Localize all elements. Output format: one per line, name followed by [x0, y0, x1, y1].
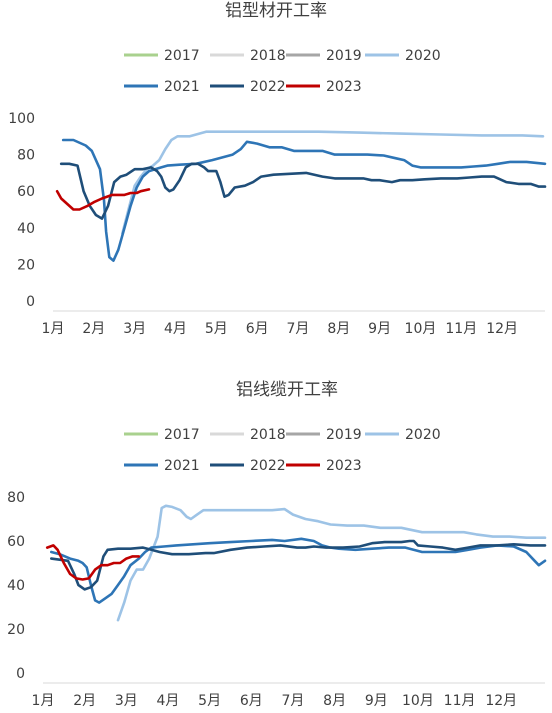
- x-tick-label: 8月: [327, 321, 350, 337]
- x-tick-label: 4月: [157, 693, 180, 709]
- y-tick-label: 60: [17, 184, 35, 200]
- legend-label: 2021: [164, 458, 200, 474]
- x-tick-label: 9月: [365, 693, 388, 709]
- legend-label: 2022: [250, 458, 286, 474]
- y-tick-label: 20: [7, 622, 25, 638]
- x-tick-label: 12月: [486, 321, 518, 337]
- legend-item-2019: 2019: [286, 48, 362, 64]
- x-tick-label: 6月: [246, 321, 269, 337]
- chart-title: 铝线缆开工率: [236, 380, 338, 400]
- legend-item-2022: 2022: [210, 458, 286, 474]
- legend-item-2021: 2021: [124, 458, 200, 474]
- legend-label: 2019: [326, 48, 362, 64]
- x-tick-label: 5月: [198, 693, 221, 709]
- x-tick-label: 9月: [368, 321, 391, 337]
- x-tick-label: 1月: [42, 321, 65, 337]
- x-tick-label: 5月: [205, 321, 228, 337]
- x-tick-label: 3月: [123, 321, 146, 337]
- legend-label: 2018: [250, 427, 286, 443]
- series-line-2021: [61, 138, 547, 263]
- x-tick-label: 1月: [32, 693, 55, 709]
- x-tick-label: 8月: [323, 693, 346, 709]
- legend-label: 2018: [250, 48, 286, 64]
- legend-item-2020: 2020: [365, 48, 441, 64]
- y-tick-label: 0: [26, 294, 35, 310]
- legend-item-2023: 2023: [286, 79, 362, 95]
- series-line-2020: [121, 130, 545, 235]
- x-tick-label: 4月: [164, 321, 187, 337]
- series-line-2023: [55, 188, 151, 211]
- legend-label: 2020: [405, 427, 441, 443]
- x-tick-label: 11月: [444, 693, 476, 709]
- x-tick-label: 11月: [445, 321, 477, 337]
- y-tick-label: 60: [7, 534, 25, 550]
- legend-item-2019: 2019: [286, 427, 362, 443]
- chart-title: 铝型材开工率: [225, 1, 327, 21]
- x-tick-label: 3月: [115, 693, 138, 709]
- x-tick-label: 7月: [287, 321, 310, 337]
- legend-label: 2020: [405, 48, 441, 64]
- x-tick-label: 12月: [485, 693, 517, 709]
- legend-label: 2022: [250, 79, 286, 95]
- chart-aluminum-profile: 铝型材开工率 2017 2018 2019 2020 2021 2022 2023 0 20 4…: [8, 1, 547, 337]
- legend-label: 2017: [164, 427, 200, 443]
- y-tick-label: 80: [7, 490, 25, 506]
- y-tick-label: 80: [17, 148, 35, 164]
- plot-area: [55, 130, 547, 263]
- series-line-2022: [59, 162, 547, 220]
- plot-area: [45, 504, 547, 622]
- series-line-2020: [116, 504, 547, 622]
- legend-label: 2017: [164, 48, 200, 64]
- legend-item-2021: 2021: [124, 79, 200, 95]
- legend-item-2023: 2023: [286, 458, 362, 474]
- x-tick-label: 2月: [73, 693, 96, 709]
- legend-item-2018: 2018: [210, 427, 286, 443]
- series-line-2021: [49, 537, 547, 604]
- legend-item-2020: 2020: [365, 427, 441, 443]
- legend-item-2018: 2018: [210, 48, 286, 64]
- legend-item-2022: 2022: [210, 79, 286, 95]
- axes: 0 20 40 60 80 100 1月 2月 3月 4月 5月 6月 7月 8月 9月 10月 11月 12月: [8, 111, 545, 337]
- legend-item-2017: 2017: [124, 48, 200, 64]
- x-tick-label: 10月: [405, 321, 437, 337]
- x-tick-label: 2月: [82, 321, 105, 337]
- legend-label: 2019: [326, 427, 362, 443]
- y-tick-label: 0: [16, 666, 25, 682]
- legend-label: 2023: [326, 79, 362, 95]
- legend-label: 2023: [326, 458, 362, 474]
- series-line-2022: [49, 539, 547, 591]
- series-line-2023: [45, 544, 141, 581]
- y-tick-label: 40: [7, 578, 25, 594]
- legend-label: 2021: [164, 79, 200, 95]
- legend: 2017 2018 2019 2020 2021 2022 2023: [124, 48, 441, 95]
- chart-aluminum-cable: 铝线缆开工率 2017 2018 2019 2020 2021 2022 2023 0 20 4…: [7, 380, 547, 709]
- y-tick-label: 40: [17, 221, 35, 237]
- x-tick-label: 10月: [402, 693, 434, 709]
- legend: 2017 2018 2019 2020 2021 2022 2023: [124, 427, 441, 474]
- legend-item-2017: 2017: [124, 427, 200, 443]
- x-tick-label: 7月: [281, 693, 304, 709]
- y-tick-label: 100: [8, 111, 35, 127]
- x-tick-label: 6月: [240, 693, 263, 709]
- y-tick-label: 20: [17, 257, 35, 273]
- axes: 0 20 40 60 80 1月 2月 3月 4月 5月 6月 7月 8月 9月 10月 11月 12月: [7, 490, 545, 709]
